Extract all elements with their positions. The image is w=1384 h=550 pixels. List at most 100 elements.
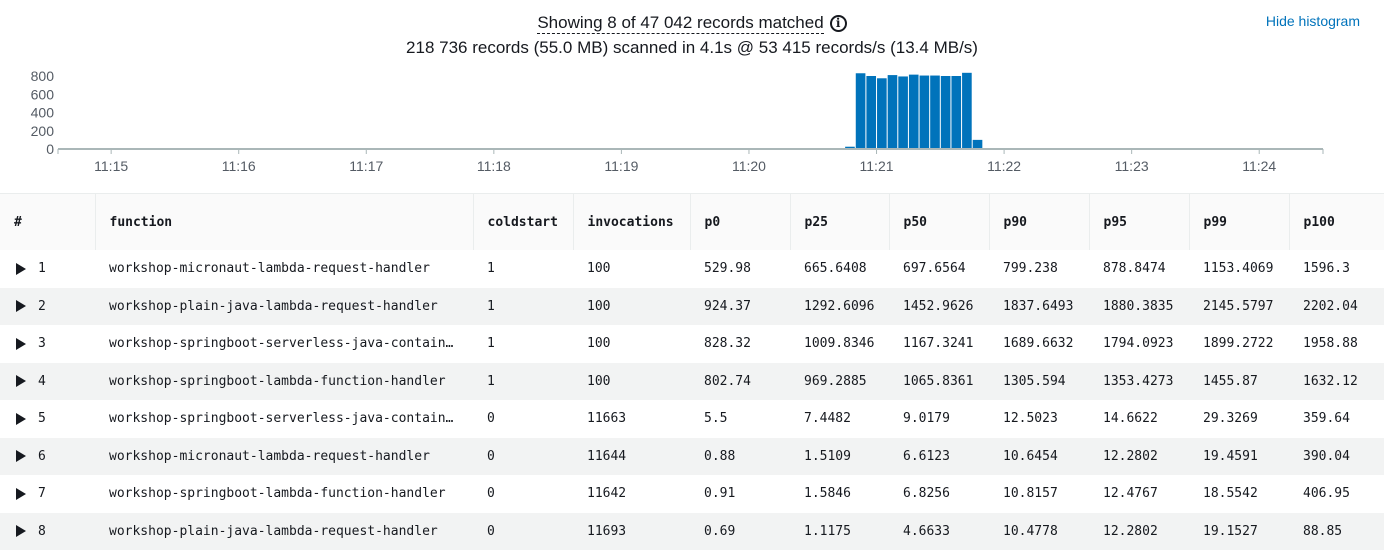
expand-row-icon[interactable] <box>16 413 26 425</box>
cell-p95: 12.2802 <box>1089 438 1189 476</box>
column-header-p0[interactable]: p0 <box>690 194 790 250</box>
column-header-invocations[interactable]: invocations <box>573 194 690 250</box>
cell-p0: 0.69 <box>690 513 790 550</box>
column-header-p95[interactable]: p95 <box>1089 194 1189 250</box>
column-header-function[interactable]: function <box>95 194 473 250</box>
histogram-bar[interactable] <box>856 73 866 149</box>
row-index: 5 <box>38 411 46 426</box>
cell-p25: 7.4482 <box>790 400 889 438</box>
cell-coldstart: 0 <box>473 438 573 476</box>
x-tick-label: 11:22 <box>987 158 1021 174</box>
row-index: 3 <box>38 336 46 351</box>
cell-p95: 12.4767 <box>1089 475 1189 513</box>
expand-row-icon[interactable] <box>16 338 26 350</box>
cell-p50: 697.6564 <box>889 250 989 288</box>
histogram-bar[interactable] <box>877 78 887 149</box>
cell-p90: 1837.6493 <box>989 288 1089 326</box>
histogram-bar[interactable] <box>973 140 983 149</box>
hide-histogram-link[interactable]: Hide histogram <box>1266 13 1360 29</box>
cell-p25: 1292.6096 <box>790 288 889 326</box>
y-tick-label: 600 <box>31 86 55 102</box>
expand-row-icon[interactable] <box>16 375 26 387</box>
cell-p95: 878.8474 <box>1089 250 1189 288</box>
cell-p90: 10.6454 <box>989 438 1089 476</box>
column-header-p90[interactable]: p90 <box>989 194 1089 250</box>
row-index-cell: 3 <box>0 325 95 363</box>
cell-invocations: 100 <box>573 325 690 363</box>
expand-row-icon[interactable] <box>16 263 26 275</box>
histogram-bar[interactable] <box>962 73 972 149</box>
cell-p100: 390.04 <box>1289 438 1384 476</box>
column-header-p25[interactable]: p25 <box>790 194 889 250</box>
row-index: 1 <box>38 261 46 276</box>
cell-p25: 665.6408 <box>790 250 889 288</box>
histogram-bar[interactable] <box>866 76 876 149</box>
row-index-cell: 7 <box>0 475 95 513</box>
cell-p25: 1.5846 <box>790 475 889 513</box>
expand-row-icon[interactable] <box>16 300 26 312</box>
cell-p95: 1880.3835 <box>1089 288 1189 326</box>
x-tick-label: 11:16 <box>222 158 256 174</box>
row-index: 4 <box>38 374 46 389</box>
column-header-p50[interactable]: p50 <box>889 194 989 250</box>
cell-invocations: 11642 <box>573 475 690 513</box>
cell-invocations: 100 <box>573 250 690 288</box>
y-tick-label: 200 <box>31 123 55 139</box>
cell-function: workshop-springboot-lambda-function-hand… <box>95 475 473 513</box>
histogram-bar[interactable] <box>920 76 930 149</box>
histogram-bar[interactable] <box>898 76 908 149</box>
cell-p0: 529.98 <box>690 250 790 288</box>
cell-p100: 359.64 <box>1289 400 1384 438</box>
column-header-index[interactable]: # <box>0 194 95 250</box>
y-tick-label: 800 <box>31 68 55 84</box>
column-header-p99[interactable]: p99 <box>1189 194 1289 250</box>
row-index-cell: 2 <box>0 288 95 326</box>
cell-p25: 1.5109 <box>790 438 889 476</box>
cell-p95: 12.2802 <box>1089 513 1189 550</box>
x-tick-label: 11:19 <box>604 158 638 174</box>
histogram-bar[interactable] <box>888 75 898 149</box>
histogram-bar[interactable] <box>930 76 940 149</box>
x-tick-label: 11:15 <box>94 158 128 174</box>
matched-records-text[interactable]: Showing 8 of 47 042 records matched <box>537 12 823 34</box>
cell-coldstart: 1 <box>473 363 573 401</box>
column-header-coldstart[interactable]: coldstart <box>473 194 573 250</box>
expand-row-icon[interactable] <box>16 488 26 500</box>
row-index-cell: 1 <box>0 250 95 288</box>
info-icon[interactable]: i <box>830 15 847 32</box>
histogram-bars <box>845 73 982 149</box>
cell-p90: 12.5023 <box>989 400 1089 438</box>
cell-function: workshop-springboot-lambda-function-hand… <box>95 363 473 401</box>
column-header-p100[interactable]: p100 <box>1289 194 1384 250</box>
cell-p99: 1153.4069 <box>1189 250 1289 288</box>
cell-p0: 5.5 <box>690 400 790 438</box>
cell-p25: 1009.8346 <box>790 325 889 363</box>
cell-function: workshop-plain-java-lambda-request-handl… <box>95 288 473 326</box>
histogram-bar[interactable] <box>941 76 951 149</box>
cell-invocations: 100 <box>573 288 690 326</box>
expand-row-icon[interactable] <box>16 450 26 462</box>
cell-p95: 1353.4273 <box>1089 363 1189 401</box>
cell-p95: 14.6622 <box>1089 400 1189 438</box>
cell-p100: 1632.12 <box>1289 363 1384 401</box>
expand-row-icon[interactable] <box>16 525 26 537</box>
y-tick-label: 400 <box>31 105 55 121</box>
histogram-bar[interactable] <box>951 76 961 149</box>
cell-coldstart: 0 <box>473 400 573 438</box>
cell-invocations: 11663 <box>573 400 690 438</box>
x-tick-label: 11:17 <box>349 158 383 174</box>
cell-p90: 10.4778 <box>989 513 1089 550</box>
table-row[interactable]: 4 workshop-springboot-lambda-function-han… <box>0 363 1384 401</box>
histogram-bar[interactable] <box>909 75 919 149</box>
